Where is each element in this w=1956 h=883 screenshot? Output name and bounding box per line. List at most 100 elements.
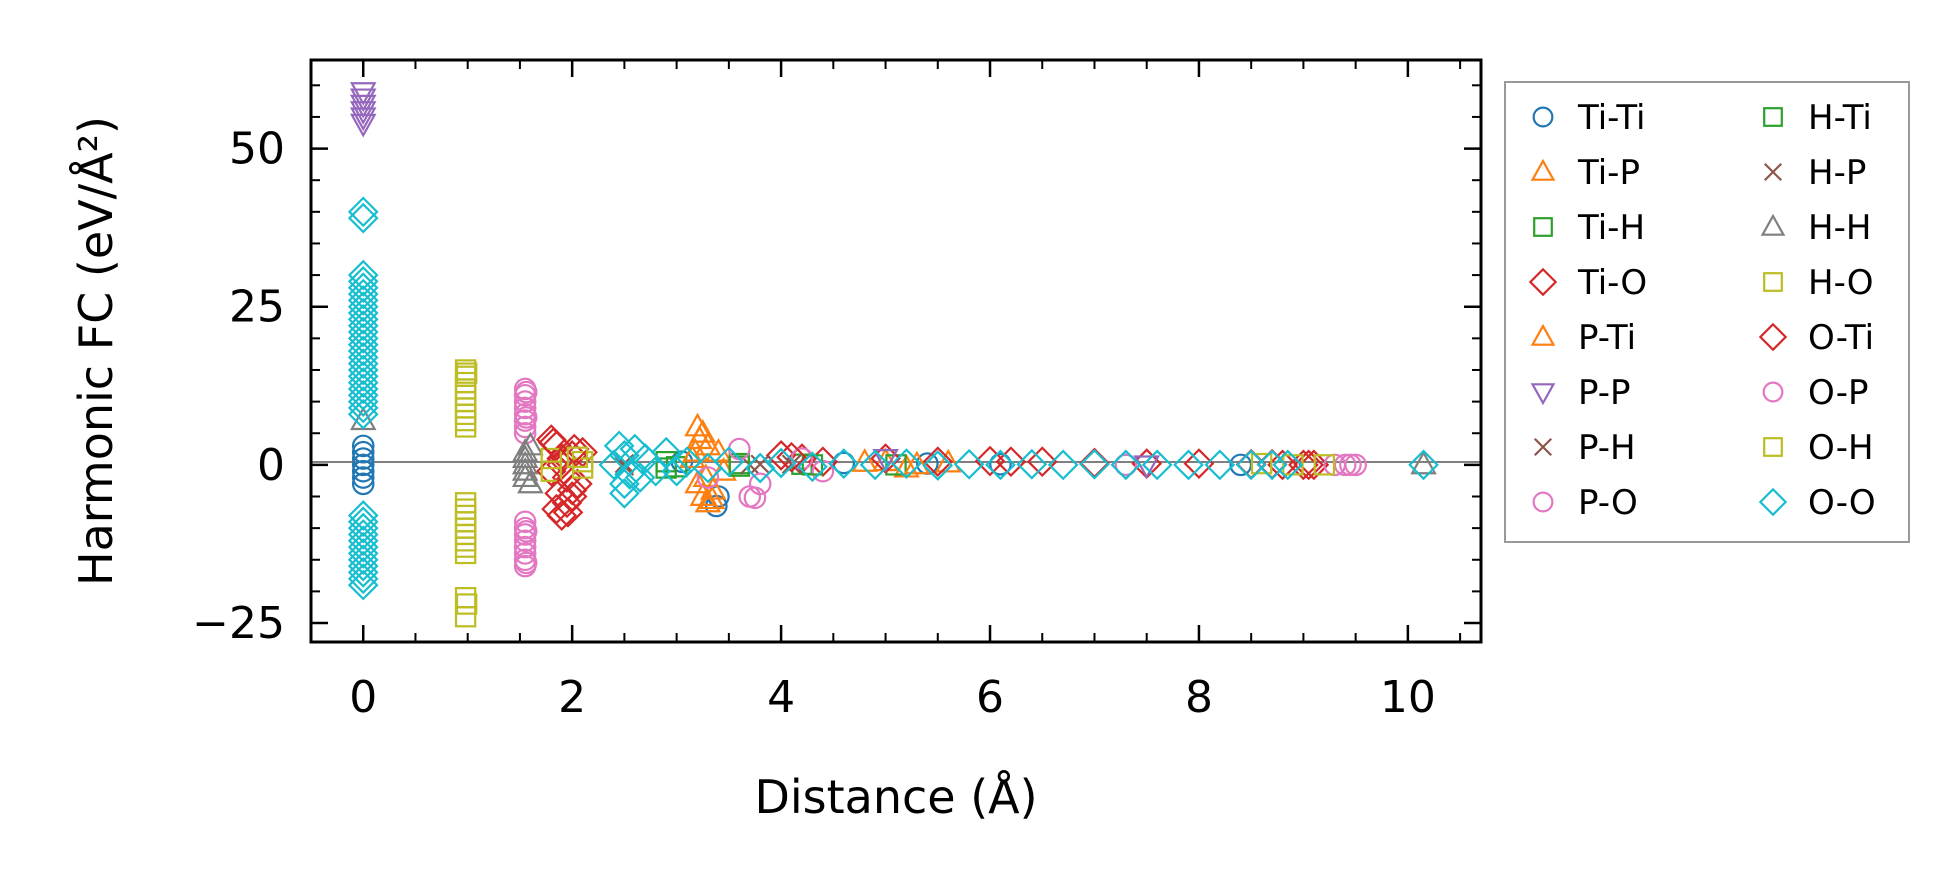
legend-item-h-o: H-O (1763, 263, 1874, 303)
x-axis-title: Distance (Å) (754, 770, 1037, 824)
legend-label: Ti-Ti (1577, 98, 1646, 138)
plot-area (309, 58, 1483, 644)
legend-marker (1533, 217, 1553, 237)
series-p-p (349, 82, 1160, 480)
data-point (1047, 449, 1079, 481)
data-point (514, 519, 538, 543)
data-point (765, 447, 797, 479)
data-point (347, 322, 379, 354)
data-point (1079, 448, 1110, 480)
legend-marker (1530, 383, 1556, 406)
data-point (1267, 449, 1298, 481)
data-point (514, 406, 538, 429)
legend-marker (1530, 158, 1556, 181)
data-point (1272, 449, 1304, 481)
data-point (347, 354, 379, 386)
data-point (347, 202, 379, 234)
legend-item-ti-p: Ti-P (1530, 153, 1640, 193)
data-point (513, 390, 537, 413)
data-point (513, 510, 537, 534)
data-point (1410, 450, 1437, 475)
data-point (347, 550, 379, 582)
legend-marker (1763, 162, 1783, 182)
data-point (347, 525, 379, 557)
data-point (562, 468, 593, 500)
legend-label: P-O (1578, 483, 1638, 523)
data-point (513, 415, 537, 439)
data-point (609, 468, 640, 500)
data-point (351, 453, 375, 477)
data-point (903, 450, 931, 475)
x-tick-label: 6 (976, 672, 1004, 723)
series-o-o (347, 196, 1439, 601)
data-point (349, 94, 377, 119)
legend-label: P-Ti (1578, 318, 1636, 358)
data-point (661, 455, 692, 487)
data-point (750, 454, 770, 475)
data-point (797, 451, 828, 483)
data-point (776, 441, 807, 473)
legend-marker (1532, 106, 1554, 128)
legend-label: O-Ti (1808, 318, 1874, 358)
data-point (347, 341, 379, 373)
data-point (347, 500, 379, 531)
data-point (556, 481, 588, 512)
legend-item-o-p: O-P (1762, 373, 1868, 413)
axis-ticks: 0 2 4 6 8 10 −25 0 25 50 (192, 60, 1481, 723)
data-point (851, 448, 878, 472)
data-point (1173, 449, 1204, 481)
legend-label: H-P (1808, 153, 1866, 193)
legend-marker (1758, 487, 1788, 517)
data-point (571, 457, 594, 479)
data-points (347, 82, 1439, 628)
legend-marker (1528, 267, 1558, 297)
data-point (347, 316, 379, 348)
x-tick-label: 10 (1380, 672, 1436, 723)
data-point (454, 390, 477, 413)
data-point (922, 450, 954, 481)
legend-label: O-H (1808, 428, 1874, 468)
data-point (454, 403, 477, 425)
data-point (713, 446, 745, 478)
data-point (454, 397, 477, 419)
data-point (347, 379, 379, 411)
data-point (511, 463, 539, 488)
data-point (891, 448, 922, 479)
data-point (347, 348, 379, 380)
data-point (349, 88, 377, 113)
data-point (514, 380, 538, 404)
data-point (744, 452, 776, 484)
data-point (953, 448, 985, 480)
data-point (684, 412, 711, 437)
legend-marker (1760, 213, 1786, 236)
data-point (455, 593, 478, 615)
data-point (454, 409, 477, 432)
data-point (546, 500, 578, 531)
data-point (1133, 455, 1160, 480)
data-point (347, 544, 379, 576)
data-point (1026, 446, 1058, 478)
legend-item-o-h: O-H (1763, 428, 1874, 468)
data-point (454, 517, 477, 539)
data-point (351, 440, 375, 464)
legend: Ti-Ti Ti-P Ti-H Ti-O P-Ti P-P P-H P-O H-Ti H-P H-H… (1504, 81, 1910, 543)
data-point (1408, 449, 1439, 481)
data-point (624, 462, 656, 493)
data-point (671, 446, 703, 478)
data-point (640, 455, 672, 487)
data-point (347, 538, 379, 569)
data-point (347, 278, 379, 310)
legend-marker (1758, 322, 1788, 352)
legend-item-h-h: H-H (1760, 208, 1871, 248)
data-point (696, 466, 720, 489)
data-point (609, 440, 640, 471)
data-point (454, 523, 477, 546)
data-point (454, 498, 477, 520)
legend-item-ti-h: Ti-H (1533, 208, 1645, 248)
data-point (558, 433, 590, 465)
data-point (347, 519, 379, 550)
data-point (347, 272, 379, 304)
data-point (347, 569, 379, 601)
data-point (347, 386, 379, 417)
data-point (454, 542, 477, 565)
